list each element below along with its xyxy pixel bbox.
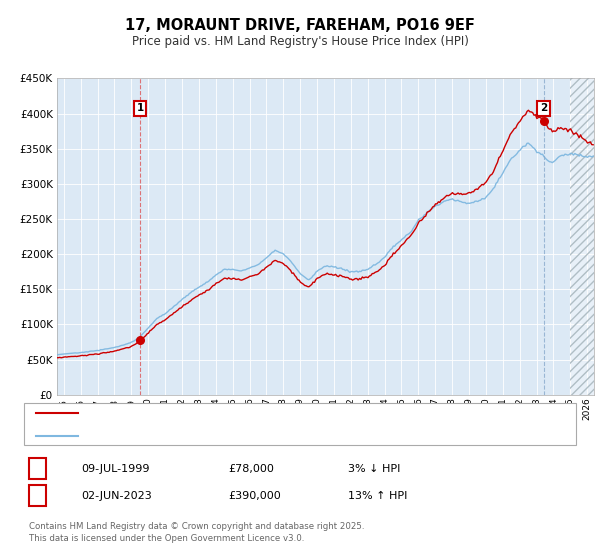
- Text: HPI: Average price, semi-detached house, Fareham: HPI: Average price, semi-detached house,…: [84, 431, 339, 441]
- Text: 3% ↓ HPI: 3% ↓ HPI: [348, 464, 400, 474]
- Text: 17, MORAUNT DRIVE, FAREHAM, PO16 9EF (semi-detached house): 17, MORAUNT DRIVE, FAREHAM, PO16 9EF (se…: [84, 408, 414, 418]
- Text: 13% ↑ HPI: 13% ↑ HPI: [348, 491, 407, 501]
- Text: 1: 1: [136, 104, 144, 114]
- Text: 2: 2: [34, 491, 41, 501]
- Text: 02-JUN-2023: 02-JUN-2023: [81, 491, 152, 501]
- Text: 09-JUL-1999: 09-JUL-1999: [81, 464, 149, 474]
- Text: 1: 1: [34, 464, 41, 474]
- Text: £78,000: £78,000: [228, 464, 274, 474]
- Text: 17, MORAUNT DRIVE, FAREHAM, PO16 9EF: 17, MORAUNT DRIVE, FAREHAM, PO16 9EF: [125, 18, 475, 32]
- Text: Price paid vs. HM Land Registry's House Price Index (HPI): Price paid vs. HM Land Registry's House …: [131, 35, 469, 49]
- Text: £390,000: £390,000: [228, 491, 281, 501]
- Text: 2: 2: [540, 104, 547, 114]
- Text: Contains HM Land Registry data © Crown copyright and database right 2025.
This d: Contains HM Land Registry data © Crown c…: [29, 522, 364, 543]
- Bar: [571, 78, 594, 395]
